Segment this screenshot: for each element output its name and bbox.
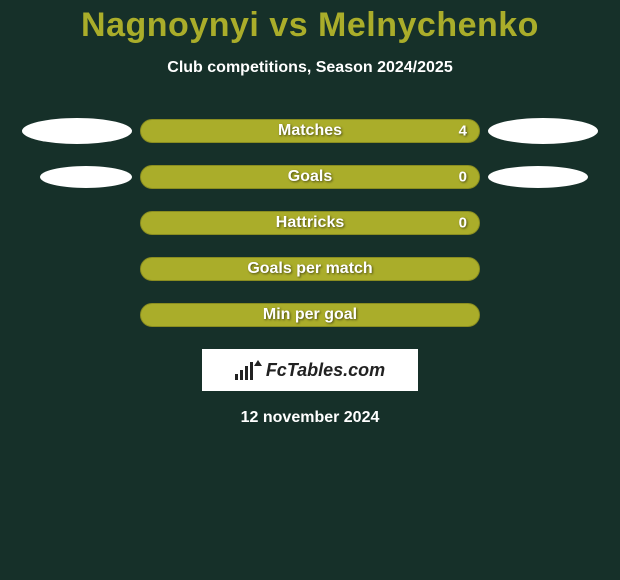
stat-row-gpm: Goals per match bbox=[0, 257, 620, 281]
stat-label: Min per goal bbox=[263, 306, 357, 324]
right-ellipse bbox=[488, 118, 598, 144]
stat-bar: Goals per match bbox=[140, 257, 480, 281]
stat-row-hattricks: Hattricks 0 bbox=[0, 211, 620, 235]
stat-row-goals: Goals 0 bbox=[0, 165, 620, 189]
page-subtitle: Club competitions, Season 2024/2025 bbox=[0, 59, 620, 77]
left-ellipse bbox=[22, 118, 132, 144]
stat-label: Matches bbox=[278, 122, 342, 140]
stat-value: 0 bbox=[459, 215, 467, 232]
stat-value: 0 bbox=[459, 169, 467, 186]
logo-arrow-icon bbox=[254, 360, 262, 366]
stat-label: Hattricks bbox=[276, 214, 344, 232]
stat-bar: Goals 0 bbox=[140, 165, 480, 189]
stat-bar: Matches 4 bbox=[140, 119, 480, 143]
right-ellipse bbox=[488, 166, 588, 188]
date-label: 12 november 2024 bbox=[0, 409, 620, 427]
logo-text: FcTables.com bbox=[266, 360, 385, 381]
stat-rows: Matches 4 Goals 0 Hattricks 0 Goals per … bbox=[0, 119, 620, 327]
stat-value: 4 bbox=[459, 123, 467, 140]
logo: FcTables.com bbox=[202, 349, 418, 391]
logo-chart-icon bbox=[235, 360, 253, 380]
stat-row-mpg: Min per goal bbox=[0, 303, 620, 327]
stat-label: Goals per match bbox=[247, 260, 372, 278]
stat-bar: Hattricks 0 bbox=[140, 211, 480, 235]
stat-label: Goals bbox=[288, 168, 332, 186]
left-ellipse bbox=[40, 166, 132, 188]
page-title: Nagnoynyi vs Melnychenko bbox=[0, 0, 620, 45]
stat-bar: Min per goal bbox=[140, 303, 480, 327]
stat-row-matches: Matches 4 bbox=[0, 119, 620, 143]
